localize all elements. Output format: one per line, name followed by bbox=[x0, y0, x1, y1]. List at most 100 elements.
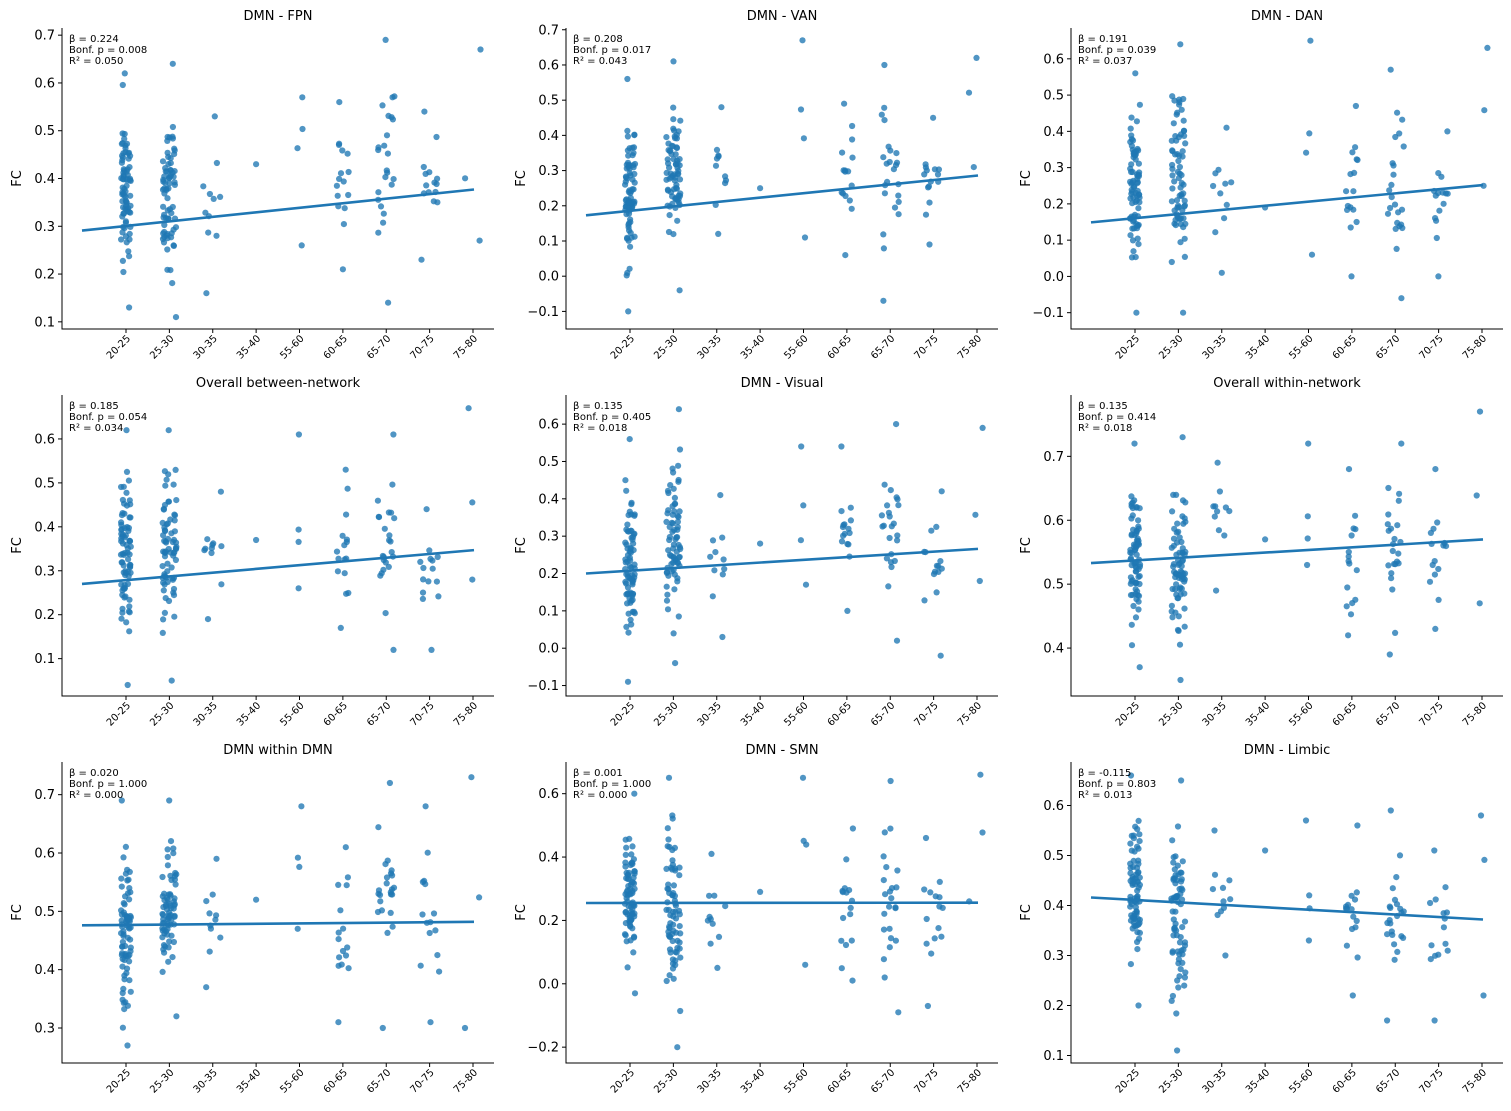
data-point bbox=[841, 100, 848, 107]
data-point bbox=[849, 122, 856, 130]
data-point bbox=[124, 934, 131, 941]
panel-title: DMN - SMN bbox=[745, 743, 818, 758]
data-point bbox=[670, 541, 678, 548]
data-point bbox=[206, 910, 213, 917]
data-point bbox=[204, 536, 211, 543]
x-tick-label: 65-70 bbox=[869, 700, 897, 728]
data-point bbox=[892, 904, 899, 911]
data-point bbox=[1393, 874, 1400, 881]
data-point bbox=[119, 1024, 126, 1031]
data-point bbox=[1345, 558, 1352, 565]
data-point bbox=[799, 37, 806, 44]
data-point bbox=[1134, 946, 1141, 953]
data-point bbox=[1179, 153, 1186, 160]
data-point bbox=[1427, 899, 1434, 907]
data-point bbox=[169, 123, 176, 131]
data-point bbox=[931, 166, 939, 173]
data-point bbox=[666, 972, 673, 979]
data-point bbox=[1182, 969, 1189, 976]
data-point bbox=[1398, 295, 1405, 302]
data-point bbox=[895, 192, 902, 199]
data-points bbox=[622, 406, 986, 685]
data-point bbox=[934, 171, 942, 178]
data-point bbox=[622, 859, 629, 866]
data-point bbox=[213, 159, 220, 167]
data-point bbox=[217, 488, 224, 495]
data-point bbox=[1179, 148, 1186, 155]
data-point bbox=[670, 104, 677, 111]
data-point bbox=[840, 914, 847, 922]
data-point bbox=[206, 948, 213, 955]
data-point bbox=[674, 518, 682, 525]
data-point bbox=[429, 565, 436, 572]
data-point bbox=[938, 565, 945, 572]
data-point bbox=[926, 241, 933, 248]
y-tick-label: 0.4 bbox=[1043, 125, 1064, 140]
data-point bbox=[337, 907, 344, 914]
data-point bbox=[1178, 106, 1185, 113]
data-point bbox=[1179, 558, 1186, 565]
y-axis-label: FC bbox=[10, 904, 25, 921]
x-tick-label: 65-70 bbox=[869, 1067, 897, 1095]
data-point bbox=[203, 290, 210, 297]
y-tick-label: 0.1 bbox=[538, 234, 559, 249]
data-point bbox=[164, 931, 171, 938]
data-point bbox=[161, 537, 168, 545]
data-point bbox=[839, 190, 847, 197]
data-point bbox=[665, 774, 673, 781]
data-point bbox=[126, 885, 133, 892]
data-point bbox=[1181, 235, 1188, 242]
data-point bbox=[844, 607, 851, 615]
data-point bbox=[1170, 932, 1177, 939]
y-tick-label: −0.1 bbox=[527, 679, 559, 694]
data-point bbox=[123, 489, 130, 496]
data-point bbox=[1394, 522, 1401, 529]
data-point bbox=[665, 572, 672, 579]
data-point bbox=[1305, 937, 1312, 944]
data-point bbox=[385, 299, 392, 306]
panel-title: DMN - Visual bbox=[741, 376, 824, 391]
data-point bbox=[631, 233, 638, 240]
data-point bbox=[172, 545, 179, 552]
y-tick-label: 0.0 bbox=[538, 270, 559, 285]
data-point bbox=[124, 877, 131, 884]
data-point bbox=[1168, 198, 1175, 205]
x-tick-label: 25-30 bbox=[1157, 333, 1185, 361]
data-point bbox=[923, 940, 930, 947]
panel-3: DMN - DAN FC −0.1 0.0 0.1 0.2 0.3 0.4 0.5 0.6 20-2… bbox=[1019, 9, 1503, 362]
data-point bbox=[1349, 992, 1356, 999]
data-point bbox=[626, 548, 634, 555]
data-point bbox=[893, 150, 900, 157]
data-point bbox=[1128, 503, 1135, 510]
data-point bbox=[1128, 132, 1135, 139]
data-point bbox=[798, 443, 805, 450]
data-point bbox=[119, 955, 126, 963]
stats-annotation: Bonf. p = 0.008 bbox=[69, 45, 147, 56]
data-point bbox=[894, 537, 901, 544]
data-point bbox=[1176, 973, 1183, 980]
y-tick-label: 0.4 bbox=[538, 129, 559, 144]
x-tick-label: 20-25 bbox=[105, 700, 133, 728]
data-point bbox=[1172, 222, 1179, 229]
data-point bbox=[119, 184, 126, 191]
data-point bbox=[1127, 840, 1134, 847]
x-tick-label: 35-40 bbox=[235, 700, 263, 728]
x-tick-label: 60-65 bbox=[1331, 1067, 1359, 1095]
y-tick-label: 0.6 bbox=[1043, 52, 1064, 67]
x-tick-label: 65-70 bbox=[365, 1067, 393, 1095]
data-point bbox=[886, 888, 894, 895]
data-point bbox=[1305, 440, 1312, 447]
data-point bbox=[1173, 551, 1180, 558]
x-tick-label: 75-80 bbox=[1461, 700, 1489, 728]
data-point bbox=[1398, 440, 1405, 447]
data-point bbox=[663, 977, 670, 985]
data-point bbox=[162, 168, 169, 175]
data-point bbox=[1129, 237, 1137, 244]
data-point bbox=[1168, 544, 1175, 551]
data-point bbox=[122, 233, 130, 240]
panel-4: Overall between-network FC 0.1 0.2 0.3 0.4 0.5… bbox=[10, 376, 494, 729]
data-point bbox=[1389, 885, 1396, 892]
data-point bbox=[1169, 93, 1176, 100]
data-point bbox=[847, 517, 855, 524]
data-point bbox=[624, 75, 631, 83]
